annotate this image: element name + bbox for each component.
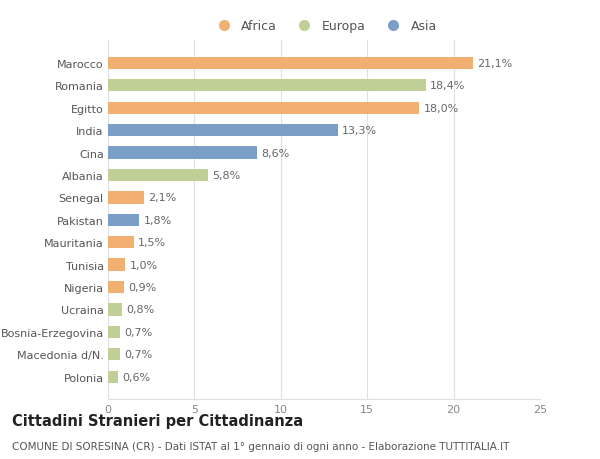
Text: 1,8%: 1,8%: [143, 215, 172, 225]
Text: 5,8%: 5,8%: [212, 171, 241, 180]
Bar: [108, 281, 124, 294]
Text: 21,1%: 21,1%: [477, 59, 512, 69]
Text: 13,3%: 13,3%: [342, 126, 377, 136]
Bar: [108, 192, 144, 204]
Bar: [108, 259, 125, 271]
Bar: [108, 125, 338, 137]
Bar: [108, 80, 426, 92]
Text: 0,6%: 0,6%: [122, 372, 151, 382]
Text: 8,6%: 8,6%: [261, 148, 289, 158]
Text: Cittadini Stranieri per Cittadinanza: Cittadini Stranieri per Cittadinanza: [12, 413, 303, 428]
Text: 18,4%: 18,4%: [430, 81, 466, 91]
Text: 2,1%: 2,1%: [149, 193, 177, 203]
Text: 1,0%: 1,0%: [130, 260, 158, 270]
Text: 0,8%: 0,8%: [126, 305, 154, 315]
Bar: [108, 236, 134, 249]
Bar: [108, 326, 120, 338]
Legend: Africa, Europa, Asia: Africa, Europa, Asia: [206, 15, 442, 38]
Text: 0,7%: 0,7%: [124, 327, 152, 337]
Bar: [108, 57, 473, 70]
Bar: [108, 214, 139, 226]
Bar: [108, 371, 118, 383]
Text: 0,7%: 0,7%: [124, 350, 152, 359]
Bar: [108, 169, 208, 182]
Bar: [108, 348, 120, 361]
Text: 1,5%: 1,5%: [138, 238, 166, 248]
Text: 0,9%: 0,9%: [128, 282, 156, 292]
Bar: [108, 147, 257, 159]
Text: COMUNE DI SORESINA (CR) - Dati ISTAT al 1° gennaio di ogni anno - Elaborazione T: COMUNE DI SORESINA (CR) - Dati ISTAT al …: [12, 441, 509, 451]
Bar: [108, 102, 419, 115]
Bar: [108, 304, 122, 316]
Text: 18,0%: 18,0%: [424, 103, 458, 113]
